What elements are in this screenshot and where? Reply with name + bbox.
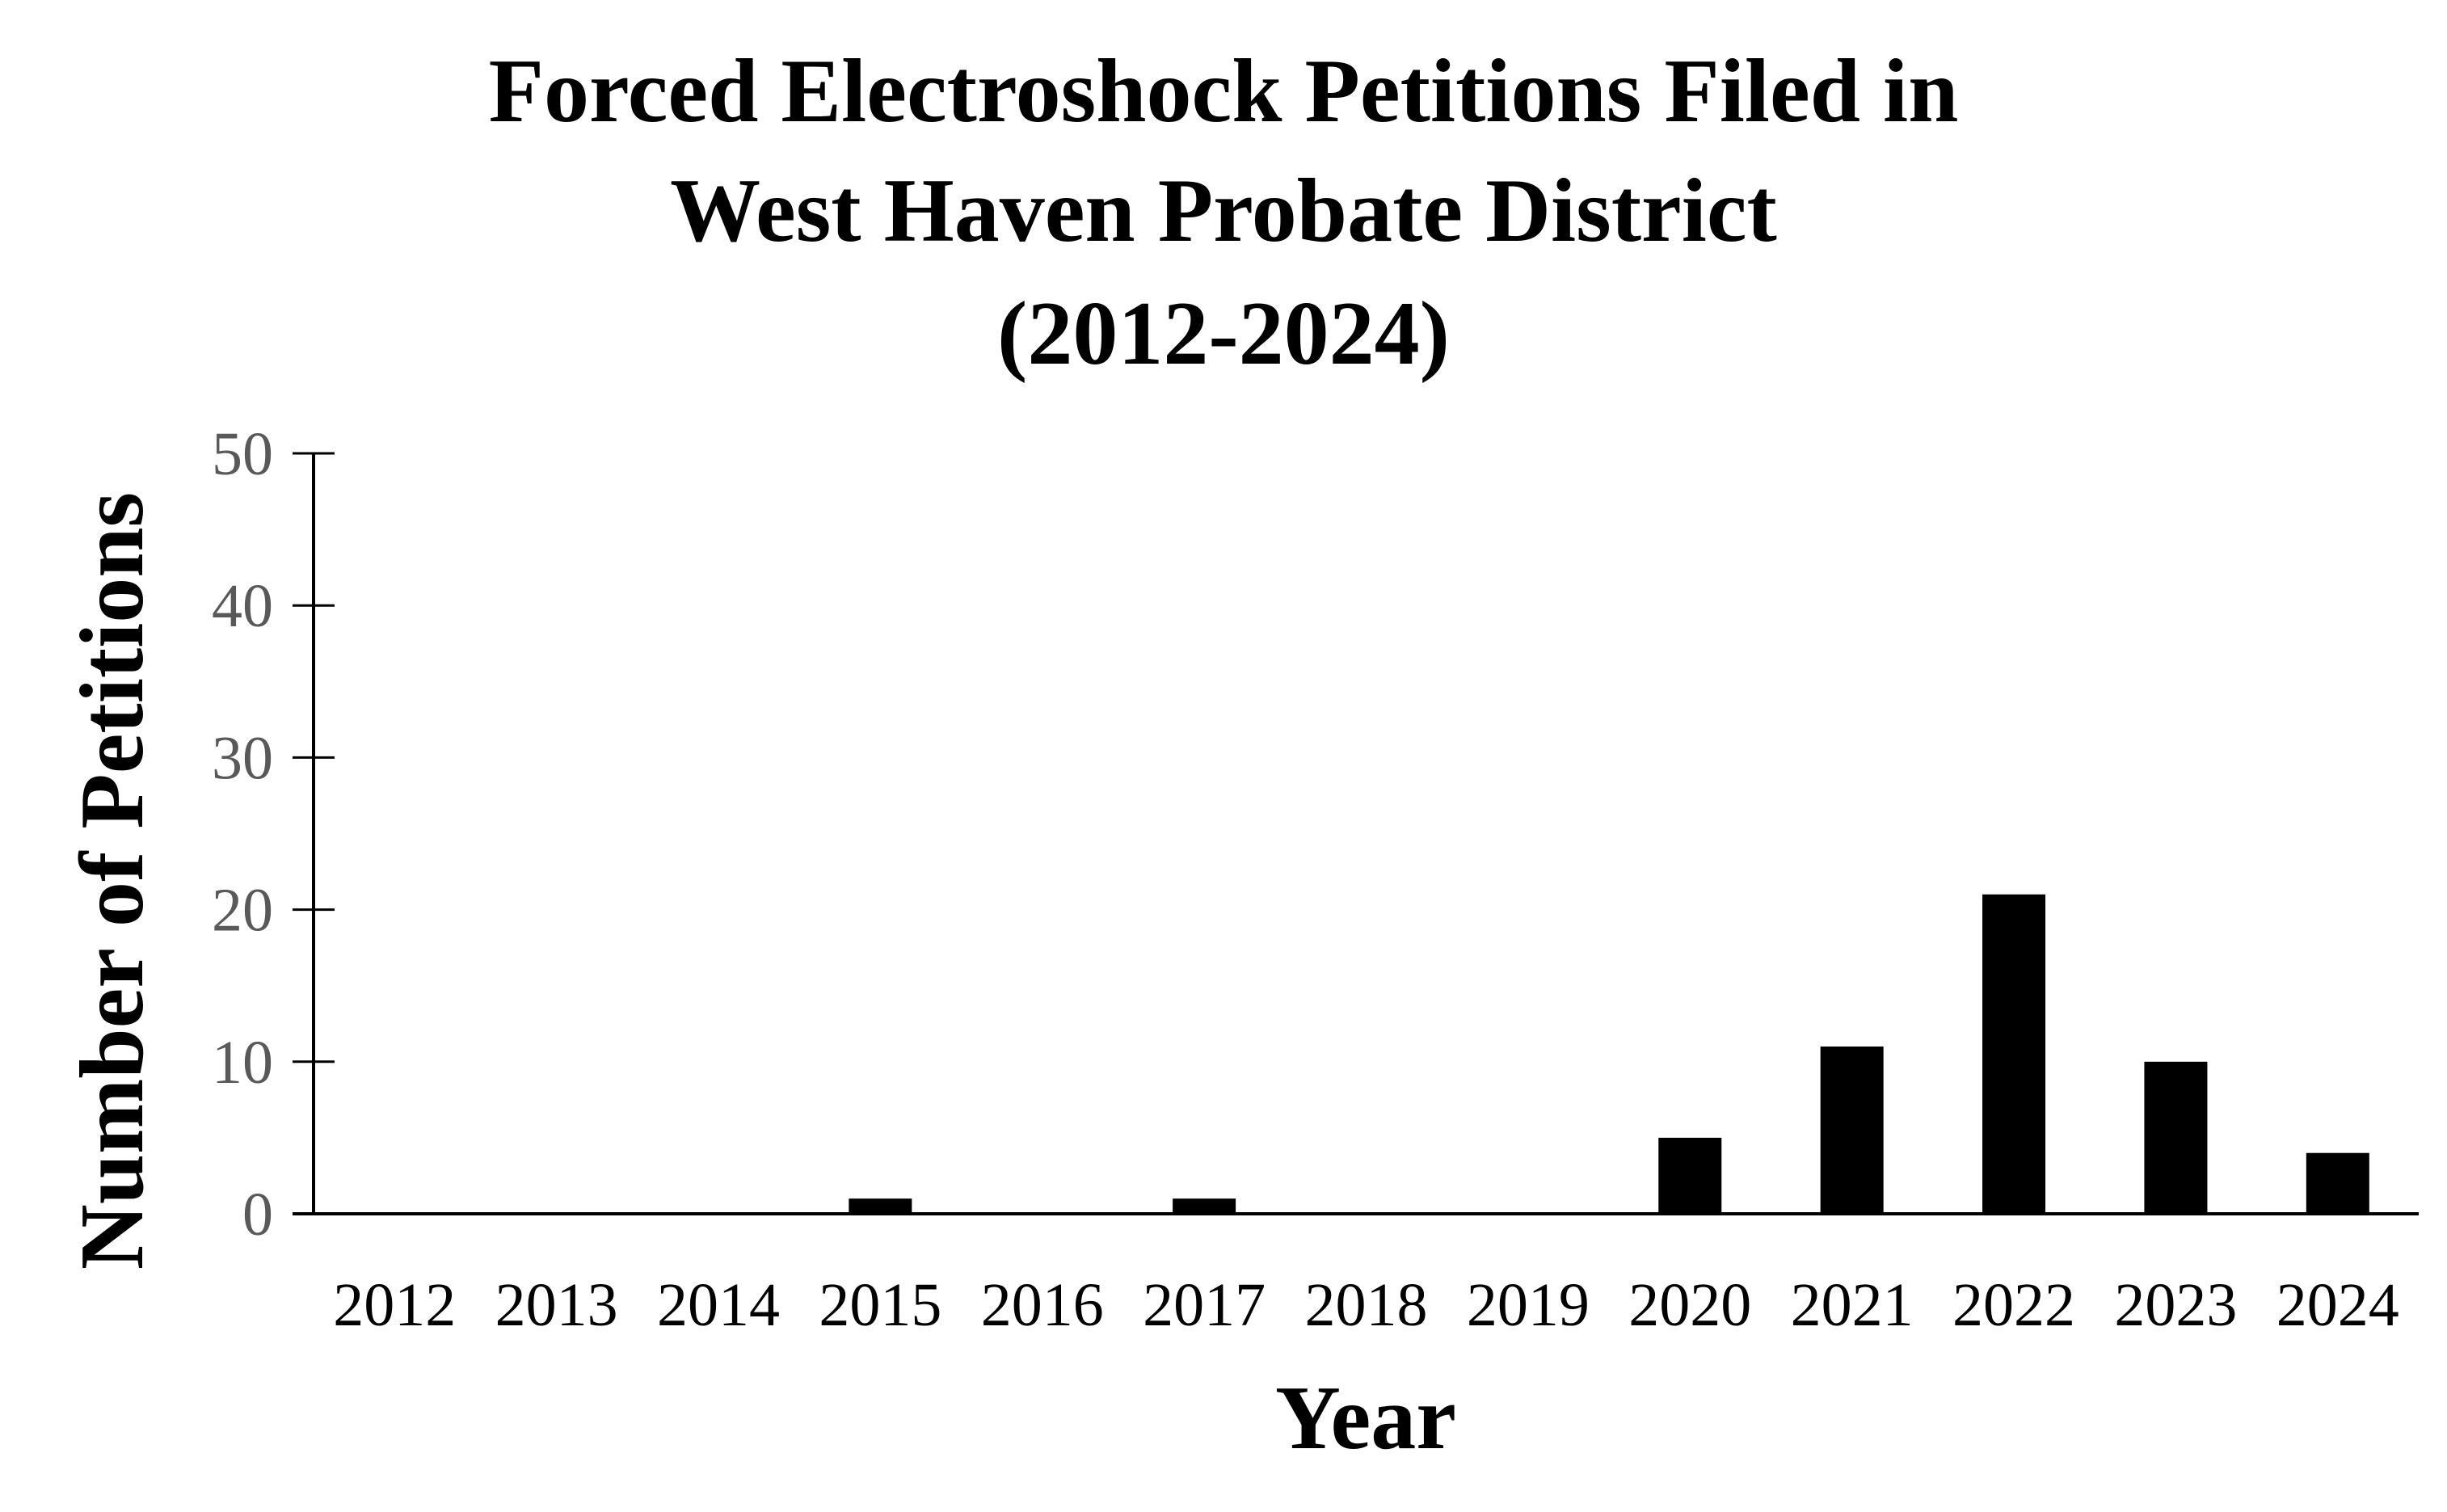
x-tick-label: 2022 (1952, 1271, 2075, 1339)
bar-2015 (849, 1198, 912, 1214)
x-axis-label: Year (1275, 1368, 1456, 1468)
x-tick-label: 2018 (1305, 1271, 1428, 1339)
x-tick-label: 2012 (333, 1271, 456, 1339)
bar-2023 (2144, 1061, 2208, 1214)
x-tick-label: 2021 (1791, 1271, 1914, 1339)
chart-title-line-2: West Haven Probate District (670, 161, 1777, 261)
x-tick-label: 2023 (2114, 1271, 2237, 1339)
bar-2017 (1173, 1198, 1236, 1214)
x-tick-label: 2014 (657, 1271, 780, 1339)
y-tick-label: 0 (242, 1181, 273, 1249)
x-tick-label: 2019 (1467, 1271, 1590, 1339)
y-tick-label: 30 (212, 724, 273, 792)
y-tick-label: 10 (212, 1029, 273, 1097)
y-tick-label: 50 (212, 420, 273, 488)
x-tick-label: 2020 (1628, 1271, 1751, 1339)
chart-title-line-1: Forced Electroshock Petitions Filed in (489, 41, 1959, 141)
bar-2020 (1658, 1137, 1722, 1214)
x-tick-label: 2013 (495, 1271, 618, 1339)
x-tick-label: 2016 (981, 1271, 1104, 1339)
bar-2021 (1820, 1046, 1884, 1214)
x-tick-label: 2017 (1143, 1271, 1266, 1339)
plot-area: 0 10 20 30 40 50 2012 2013 2014 2015 2016 2017 2018 2… (212, 420, 2419, 1339)
bar-2024 (2306, 1152, 2369, 1214)
x-tick-label: 2024 (2276, 1271, 2399, 1339)
x-tick-label: 2015 (819, 1271, 941, 1339)
y-tick-label: 20 (212, 877, 273, 945)
chart-title-line-3: (2012-2024) (997, 284, 1450, 384)
y-tick-label: 40 (212, 572, 273, 640)
y-axis-label: Number of Petitions (62, 492, 162, 1270)
bar-2022 (1982, 894, 2046, 1214)
